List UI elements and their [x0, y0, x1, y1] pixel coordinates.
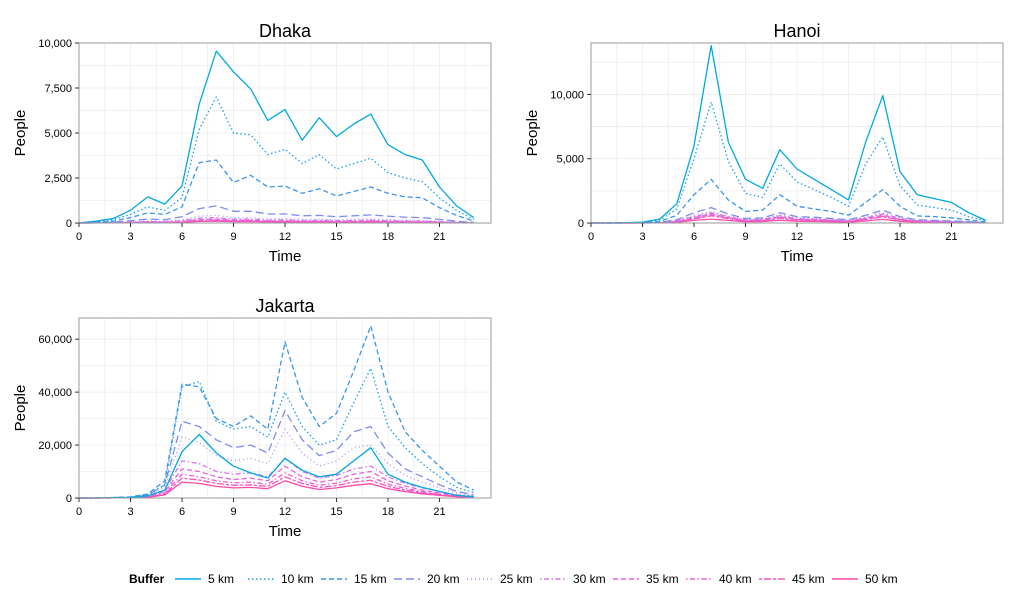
series-line-20km: [591, 206, 986, 224]
legend-item: 15 km: [321, 572, 387, 586]
y-tick-label: 60,000: [38, 334, 72, 346]
x-axis: 0 3 6 9 12 15 18 21: [588, 223, 958, 243]
panel-title: Jakarta: [255, 296, 315, 316]
y-tick-label: 2,500: [44, 173, 72, 185]
series-line-20km: [79, 409, 474, 499]
series-line-5km: [591, 44, 987, 224]
x-axis: 0 3 6 9 12 15 18 21: [76, 223, 446, 243]
x-tick-label: 12: [791, 231, 803, 243]
x-tick-label: 6: [179, 231, 185, 243]
series-line-30km: [78, 216, 474, 224]
x-tick-label: 9: [230, 506, 236, 518]
series-lines: [78, 50, 475, 224]
legend-label: 20 km: [427, 572, 460, 586]
series-lines: [79, 325, 475, 499]
series-line-15km: [79, 325, 475, 499]
x-axis-title: Time: [781, 248, 814, 265]
legend-title: Buffer: [129, 572, 165, 586]
x-tick-label: 12: [279, 506, 291, 518]
legend-label: 35 km: [646, 572, 679, 586]
legend-item: 40 km: [686, 572, 752, 586]
x-tick-label: 18: [382, 506, 394, 518]
legend-item: 25 km: [467, 572, 533, 586]
y-axis-title: People: [12, 110, 29, 157]
legend-item: 5 km: [175, 572, 234, 586]
x-axis-title: Time: [269, 248, 302, 265]
y-tick-label: 0: [66, 493, 72, 505]
series-line-15km: [591, 178, 986, 224]
x-tick-label: 15: [330, 231, 342, 243]
panel-title: Dhaka: [259, 21, 312, 41]
series-line-5km: [79, 433, 474, 499]
series-line-20km: [78, 205, 474, 224]
y-tick-label: 0: [578, 218, 584, 230]
y-tick-label: 20,000: [38, 440, 72, 452]
y-axis: 0 2,500 5,000 7,500 10,000: [38, 38, 79, 230]
x-tick-label: 15: [330, 506, 342, 518]
series-line-15km: [78, 159, 475, 224]
x-tick-label: 0: [588, 231, 594, 243]
x-tick-label: 0: [76, 231, 82, 243]
panels: 0 3 6 9 12 15 18 21 0 2,500 5,000 7,500 10,000 Dhaka T…: [12, 21, 1004, 540]
x-axis-title: Time: [269, 523, 302, 540]
x-tick-label: 9: [742, 231, 748, 243]
x-tick-label: 18: [382, 231, 394, 243]
y-tick-label: 10,000: [38, 38, 72, 50]
legend-label: 45 km: [792, 572, 825, 586]
legend-item: 20 km: [394, 572, 460, 586]
legend-label: 40 km: [719, 572, 752, 586]
y-axis: 0 5,000 10,000: [550, 89, 591, 230]
y-tick-label: 7,500: [44, 83, 72, 95]
x-tick-label: 12: [279, 231, 291, 243]
legend-label: 25 km: [500, 572, 533, 586]
x-tick-label: 15: [842, 231, 854, 243]
y-tick-label: 0: [66, 218, 72, 230]
legend-label: 10 km: [281, 572, 314, 586]
legend-label: 30 km: [573, 572, 606, 586]
legend-item: 45 km: [759, 572, 825, 586]
legend-item: 50 km: [832, 572, 898, 586]
y-tick-label: 10,000: [550, 89, 584, 101]
y-axis-title: People: [524, 110, 541, 157]
legend-label: 5 km: [208, 572, 234, 586]
legend: Buffer 5 km 10 km 15 km 20 km 25 km 30 km 35 km…: [129, 572, 898, 586]
x-axis: 0 3 6 9 12 15 18 21: [76, 498, 446, 518]
panel-title: Hanoi: [773, 21, 820, 41]
series-line-25km: [591, 210, 986, 224]
panel-jakarta: 0 3 6 9 12 15 18 21 0 20,000 40,000 60,000 Jakarta Ti…: [12, 296, 492, 540]
x-tick-label: 9: [230, 231, 236, 243]
x-tick-label: 6: [179, 506, 185, 518]
x-tick-label: 18: [894, 231, 906, 243]
series-line-10km: [78, 96, 475, 224]
legend-item: 30 km: [540, 572, 606, 586]
x-tick-label: 3: [127, 231, 133, 243]
y-tick-label: 5,000: [556, 154, 584, 166]
y-axis: 0 20,000 40,000 60,000: [38, 334, 79, 505]
series-line-5km: [78, 50, 475, 224]
y-tick-label: 5,000: [44, 128, 72, 140]
legend-item: 10 km: [248, 572, 314, 586]
y-tick-label: 40,000: [38, 387, 72, 399]
y-axis-title: People: [12, 385, 29, 432]
x-tick-label: 3: [639, 231, 645, 243]
panel-dhaka: 0 3 6 9 12 15 18 21 0 2,500 5,000 7,500 10,000 Dhaka T…: [12, 21, 492, 265]
x-tick-label: 21: [433, 231, 445, 243]
legend-label: 15 km: [354, 572, 387, 586]
x-tick-label: 3: [127, 506, 133, 518]
panel-hanoi: 0 3 6 9 12 15 18 21 0 5,000 10,000 Hanoi Time People: [524, 21, 1004, 265]
x-tick-label: 0: [76, 506, 82, 518]
x-tick-label: 6: [691, 231, 697, 243]
x-tick-label: 21: [945, 231, 957, 243]
legend-item: 35 km: [613, 572, 679, 586]
x-tick-label: 21: [433, 506, 445, 518]
legend-label: 50 km: [865, 572, 898, 586]
